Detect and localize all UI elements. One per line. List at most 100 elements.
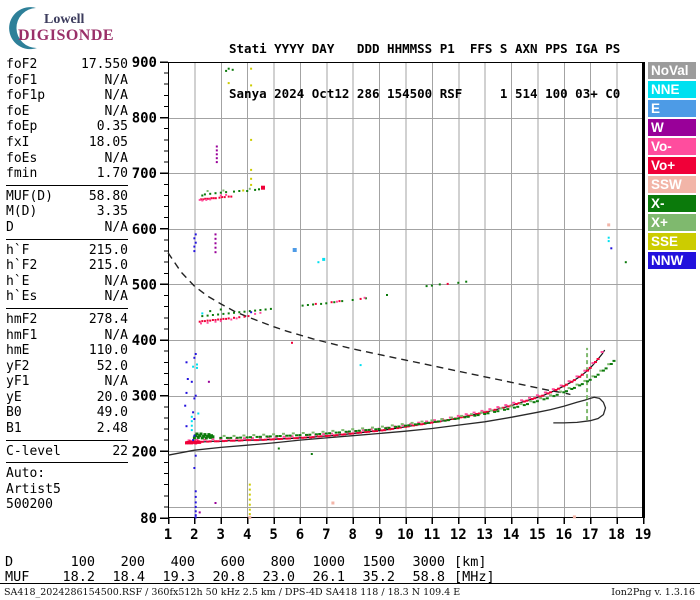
plot-box xyxy=(168,62,643,518)
parameter-row: yF2 52.0 xyxy=(6,359,128,375)
scatter-cluster-x xyxy=(201,307,272,318)
parameter-row: hmE 110.0 xyxy=(6,343,128,359)
x-mode-trace xyxy=(219,359,616,439)
parameter-label: fxI xyxy=(6,134,30,150)
parameter-label: MUF(D) xyxy=(6,188,53,204)
scaled-parameters-panel: foF2 17.550 foF1 N/A foF1p N/A foE N/A foEp 0.35 f… xyxy=(6,56,128,518)
dmuf-cell: 19.3 xyxy=(162,568,195,585)
scatter-cluster-vo xyxy=(185,440,202,445)
parameter-label: foF1 xyxy=(6,72,38,88)
scatter-cluster-vo xyxy=(200,311,262,325)
parameter-label: hmF1 xyxy=(6,327,38,343)
y-axis-label: 500 xyxy=(132,277,157,293)
parameter-group-1: MUF(D) 58.80 M(D) 3.35 D N/A xyxy=(6,188,128,240)
scatter-cluster-e xyxy=(292,248,297,252)
parameter-label: yF1 xyxy=(6,374,30,390)
scatter-cluster-sse xyxy=(227,67,253,516)
legend-item-vo: Vo+ xyxy=(648,157,696,174)
scatter-cluster-x xyxy=(201,188,260,197)
parameter-value: 22 xyxy=(112,443,128,459)
lowell-digisonde-logo: Lowell DIGISONDE xyxy=(6,4,126,50)
parameter-row: yE 20.0 xyxy=(6,390,128,406)
parameter-label: foF1p xyxy=(6,88,46,104)
legend-item-nnw: NNW xyxy=(648,252,696,269)
x-axis-label: 5 xyxy=(269,527,277,543)
x-axis-label: 2 xyxy=(190,527,198,543)
parameter-row: Auto: xyxy=(6,466,128,482)
y-axis-label: 600 xyxy=(132,222,157,238)
doppler-direction-legend: NoVal NNE E W Vo- Vo+ SSW X- X+ SSE NNW xyxy=(648,62,696,271)
parameter-row: foF1p N/A xyxy=(6,88,128,104)
parameter-row: foEs N/A xyxy=(6,151,128,167)
scatter-cluster-vo xyxy=(200,195,233,201)
parameter-label: hmE xyxy=(6,343,30,359)
legend-item-sse: SSE xyxy=(648,233,696,250)
parameter-row: h`F 215.0 xyxy=(6,243,128,259)
parameter-label: h`Es xyxy=(6,289,38,305)
parameter-row: hmF1 N/A xyxy=(6,328,128,344)
scatter-cluster-vo xyxy=(335,296,366,303)
parameter-row: h`E N/A xyxy=(6,274,128,290)
x-axis-label: 16 xyxy=(555,527,572,543)
parameter-value: 278.4 xyxy=(88,311,128,327)
dmuf-cell: 58.8 xyxy=(412,568,445,585)
legend-item-vo: Vo- xyxy=(648,138,696,155)
scatter-cluster-vo xyxy=(291,341,293,344)
dmuf-cell: 20.8 xyxy=(212,568,245,585)
legend-item-nne: NNE xyxy=(648,81,696,98)
dmuf-cell: 800 xyxy=(270,554,295,570)
dmuf-cell: 400 xyxy=(170,554,195,570)
parameter-value: 58.80 xyxy=(88,188,128,204)
dmuf-unit: [MHz] xyxy=(454,568,495,585)
parameter-row: foF2 17.550 xyxy=(6,57,128,73)
parameter-value: 52.0 xyxy=(96,358,128,374)
parameter-label: Artist5 xyxy=(6,481,61,497)
parameter-value: 18.05 xyxy=(88,134,128,150)
x-axis-label: 13 xyxy=(476,527,493,543)
parameter-row: D N/A xyxy=(6,220,128,236)
dmuf-cell: 23.0 xyxy=(262,568,295,585)
x-axis-label: 11 xyxy=(423,527,440,543)
dmuf-cell: 1000 xyxy=(312,554,345,570)
parameter-label: yF2 xyxy=(6,358,30,374)
parameter-value: N/A xyxy=(104,88,128,104)
x-axis-label: 6 xyxy=(296,527,304,543)
parameter-group-3: hmF2 278.4 hmF1 N/A hmE 110.0 yF2 52.0 yF1 N/A yE 2… xyxy=(6,311,128,441)
parameter-value: 49.0 xyxy=(96,405,128,421)
logo-crescent-icon xyxy=(9,7,37,50)
parameter-row: h`F2 215.0 xyxy=(6,258,128,274)
parameter-row: B0 49.0 xyxy=(6,405,128,421)
parameter-label: Auto: xyxy=(6,466,46,482)
dmuf-cell: 26.1 xyxy=(312,568,345,585)
legend-item-w: W xyxy=(648,119,696,136)
curve-true-height-profile xyxy=(167,396,607,456)
dmuf-cell: 1500 xyxy=(362,554,395,570)
parameter-row: yF1 N/A xyxy=(6,374,128,390)
parameter-row: hmF2 278.4 xyxy=(6,312,128,328)
parameter-value: 2.48 xyxy=(96,421,128,437)
scatter-cluster-nne xyxy=(322,257,326,261)
dmuf-cell: 35.2 xyxy=(362,568,395,585)
parameter-row: Artist5 xyxy=(6,482,128,498)
parameter-row: M(D) 3.35 xyxy=(6,204,128,220)
parameter-value: N/A xyxy=(104,219,128,235)
x-axis-label: 18 xyxy=(608,527,625,543)
legend-item-ssw: SSW xyxy=(648,176,696,193)
parameter-value: N/A xyxy=(104,374,128,390)
x-axis-label: 19 xyxy=(635,527,652,543)
parameter-value: 17.550 xyxy=(81,57,128,72)
dmuf-unit: [km] xyxy=(454,554,487,570)
dmuf-cell: 100 xyxy=(70,554,95,570)
x-axis-label: 7 xyxy=(322,527,330,543)
dmuf-row: MUF 18.2 18.4 19.3 20.8 23.0 26.1 35.2 58.8 [MHz] xyxy=(5,568,495,585)
parameter-row: C-level 22 xyxy=(6,444,128,460)
y-axis-label: 200 xyxy=(132,444,157,460)
legend-item-e: E xyxy=(648,100,696,117)
scatter-cluster-vo xyxy=(314,282,449,305)
logo-text-lowell: Lowell xyxy=(44,12,85,27)
sounding-header: Stati YYYY DAY DDD HHMMSS P1 FFS S AXN P… xyxy=(229,11,620,131)
scatter-cluster-nne xyxy=(190,236,610,432)
dmuf-cell: 600 xyxy=(220,554,245,570)
